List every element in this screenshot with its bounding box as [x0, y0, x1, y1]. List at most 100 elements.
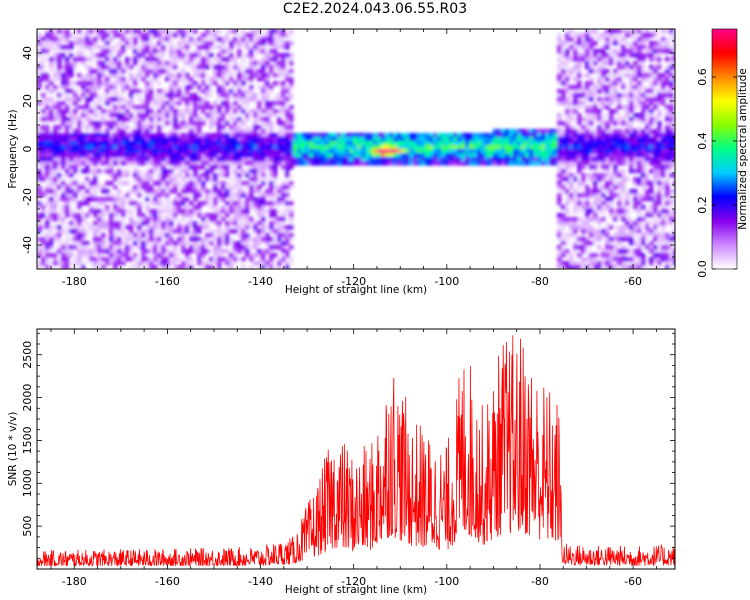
- spectrogram-cell: [233, 245, 238, 250]
- spectrogram-cell: [141, 217, 146, 222]
- spectrogram-cell: [81, 265, 86, 269]
- spectrogram-cell: [253, 149, 258, 154]
- spectrogram-cell: [285, 197, 290, 202]
- spectrogram-cell: [77, 261, 82, 266]
- spectrogram-cell: [477, 157, 482, 162]
- spectrogram-cell: [133, 177, 138, 182]
- spectrogram-cell: [273, 81, 278, 86]
- spectrogram-cell: [125, 181, 130, 186]
- spectrogram-cell: [189, 77, 194, 82]
- spectrogram-cell: [277, 101, 282, 106]
- spectrogram-cell: [133, 113, 138, 118]
- spectrogram-cell: [101, 37, 106, 42]
- spectrogram-cell: [185, 185, 190, 190]
- spectrogram-cell: [673, 209, 675, 214]
- spectrogram-cell: [117, 237, 122, 242]
- spectrogram-cell: [213, 65, 218, 70]
- spectrogram-cell: [413, 133, 418, 138]
- spectrogram-cell: [581, 157, 586, 162]
- spectrogram-cell: [565, 217, 570, 222]
- spectrogram-cell: [69, 213, 74, 218]
- spectrogram-cell: [97, 217, 102, 222]
- spectrogram-cell: [233, 145, 238, 150]
- spectrogram-cell: [669, 105, 674, 110]
- spectrogram-cell: [161, 37, 166, 42]
- spectrogram-cell: [601, 45, 606, 50]
- spectrogram-cell: [601, 205, 606, 210]
- spectrogram-cell: [125, 257, 130, 262]
- spectrogram-cell: [97, 137, 102, 142]
- spectrogram-cell: [277, 65, 282, 70]
- spectrogram-cell: [649, 185, 654, 190]
- spectrogram-cell: [233, 193, 238, 198]
- spectrogram-cell: [637, 245, 642, 250]
- spectrogram-cell: [449, 157, 454, 162]
- spectrogram-cell: [465, 149, 470, 154]
- spectrogram-cell: [277, 137, 282, 142]
- spectrogram-cell: [573, 201, 578, 206]
- spectrogram-cell: [261, 177, 266, 182]
- spectrogram-cell: [113, 241, 118, 246]
- spectrogram-cell: [641, 117, 646, 122]
- spectrogram-cell: [589, 121, 594, 126]
- spectrogram-cell: [517, 129, 522, 134]
- spectrogram-cell: [261, 205, 266, 210]
- spectrogram-cell: [65, 241, 70, 246]
- spectrogram-cell: [201, 173, 206, 178]
- spectrogram-cell: [137, 181, 142, 186]
- spectrogram-cell: [165, 233, 170, 238]
- spectrogram-cell: [289, 133, 294, 138]
- spectrogram-cell: [281, 53, 286, 58]
- spectrogram-cell: [281, 257, 286, 262]
- spectrogram-cell: [133, 81, 138, 86]
- spectrogram-cell: [641, 165, 646, 170]
- spectrogram-cell: [109, 61, 114, 66]
- spectrogram-cell: [141, 137, 146, 142]
- spectrogram-cell: [349, 149, 354, 154]
- spectrogram-cell: [237, 141, 242, 146]
- spectrogram-cell: [145, 85, 150, 90]
- spectrogram-cell: [173, 85, 178, 90]
- spectrogram-cell: [493, 149, 498, 154]
- spectrogram-cell: [165, 149, 170, 154]
- spectrogram-cell: [657, 185, 662, 190]
- spectrogram-cell: [633, 41, 638, 46]
- spectrogram-cell: [245, 201, 250, 206]
- spectrogram-cell: [557, 65, 562, 70]
- spectrogram-cell: [285, 169, 290, 174]
- spectrogram-cell: [93, 121, 98, 126]
- spectrogram-cell: [97, 113, 102, 118]
- spectrogram-cell: [669, 137, 674, 142]
- spectrogram-cell: [401, 149, 406, 154]
- spectrogram-cell: [665, 161, 670, 166]
- spectrogram-cell: [105, 197, 110, 202]
- spectrogram-cell: [117, 153, 122, 158]
- spectrogram-cell: [281, 81, 286, 86]
- spectrogram-cell: [201, 69, 206, 74]
- spectrogram-cell: [209, 153, 214, 158]
- spectrogram-cell: [577, 141, 582, 146]
- spectrogram-cell: [217, 265, 222, 269]
- spectrogram-cell: [57, 57, 62, 62]
- spectrogram-cell: [585, 113, 590, 118]
- spectrogram-cell: [281, 57, 286, 62]
- spectrogram-cell: [529, 157, 534, 162]
- spectrogram-cell: [629, 101, 634, 106]
- spectrogram-cell: [41, 113, 46, 118]
- spectrogram-cell: [621, 93, 626, 98]
- spectrogram-cell: [657, 201, 662, 206]
- spectrogram-cell: [177, 145, 182, 150]
- spectrogram-cell: [601, 201, 606, 206]
- spectrogram-cell: [613, 225, 618, 230]
- spectrogram-cell: [557, 137, 562, 142]
- spectrogram-cell: [185, 97, 190, 102]
- spectrogram-cell: [93, 85, 98, 90]
- spectrogram-cell: [585, 129, 590, 134]
- spectrogram-cell: [653, 217, 658, 222]
- spectrogram-cell: [365, 149, 370, 154]
- spectrogram-cell: [77, 217, 82, 222]
- spectrogram-cell: [577, 97, 582, 102]
- spectrogram-cell: [617, 153, 622, 158]
- spectrogram-cell: [65, 29, 70, 34]
- spectrogram-cell: [141, 125, 146, 130]
